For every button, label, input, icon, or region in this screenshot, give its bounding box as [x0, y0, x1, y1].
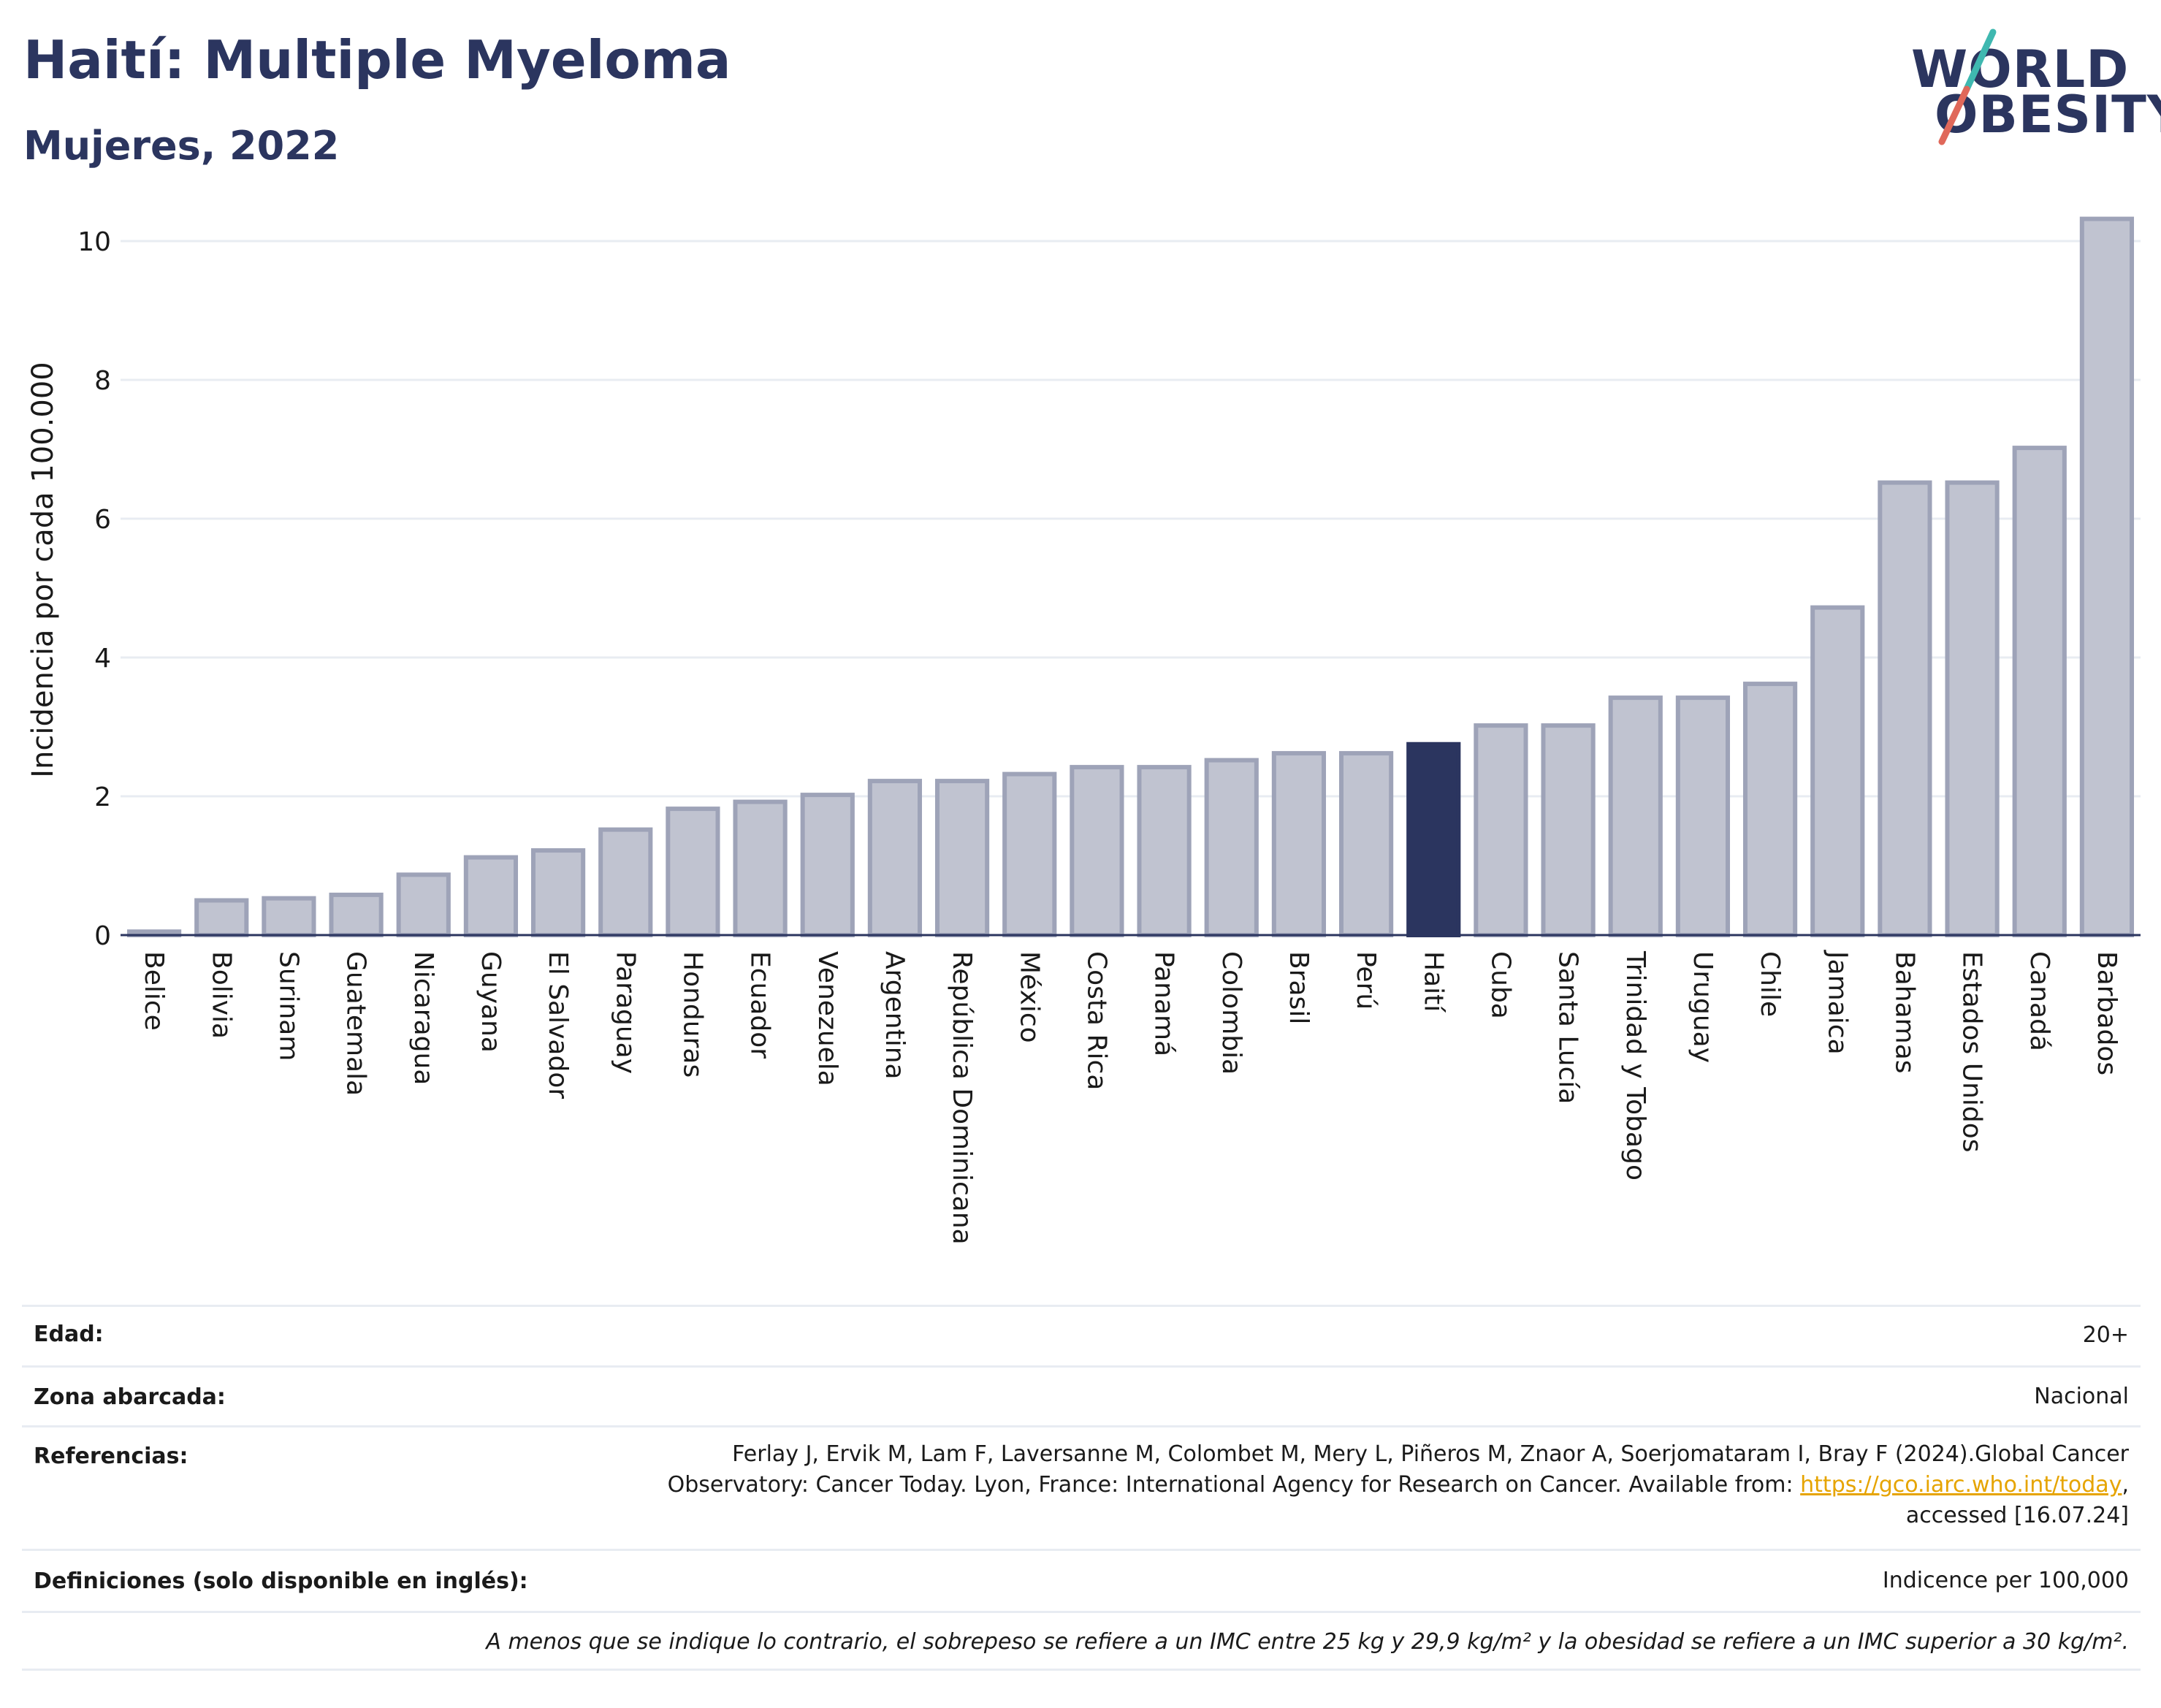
bar-colombia: [1204, 758, 1259, 937]
x-tick-label: Chile: [1755, 951, 1785, 1017]
x-tick-label: Venezuela: [812, 951, 842, 1086]
bar-jamaica: [1810, 605, 1865, 937]
x-tick-label: México: [1014, 951, 1044, 1043]
bar-chart: Belice Bolivia Surinam Guatemala Nicaragua Gu…: [26, 216, 2141, 1245]
y-tick-labels: 0 2 4 6 8 10: [77, 227, 111, 951]
references-value: Ferlay J, Ervik M, Lam F, Laversanne M, …: [668, 1439, 2129, 1531]
bar-brasil: [1271, 751, 1327, 937]
footnote-row: A menos que se indique lo contrario, el …: [22, 1612, 2141, 1671]
references-line-2: Observatory: Cancer Today. Lyon, France:…: [668, 1470, 2129, 1501]
age-row: Edad: 20+: [22, 1305, 2141, 1368]
y-axis-title: Incidencia por cada 100.000: [26, 362, 60, 778]
y-tick-label: 10: [77, 227, 111, 257]
x-tick-label: Argentina: [880, 951, 910, 1080]
bar-nicaragua: [396, 872, 451, 937]
x-tick-labels: Belice Bolivia Surinam Guatemala Nicaragua Gu…: [139, 950, 2122, 1245]
x-tick-label: República Dominicana: [947, 951, 977, 1245]
x-tick-label: Ecuador: [745, 951, 775, 1059]
bar-barbados: [2079, 216, 2135, 938]
references-line-1: Ferlay J, Ervik M, Lam F, Laversanne M, …: [732, 1441, 2129, 1467]
x-tick-label: Trinidad y Tobago: [1620, 950, 1650, 1181]
bar-honduras: [666, 807, 720, 937]
x-tick-label: Costa Rica: [1081, 951, 1111, 1090]
bar-bahamas: [1878, 480, 1932, 938]
y-tick-label: 2: [94, 782, 111, 812]
x-tick-label: Colombia: [1216, 951, 1246, 1075]
bar-bolivia: [194, 898, 249, 937]
bars: [121, 216, 2141, 938]
bar-canadá: [2012, 446, 2067, 938]
bar-ecuador: [733, 799, 788, 937]
bar-guatemala: [329, 892, 384, 938]
chart-title: Haití: Multiple Myeloma: [23, 29, 731, 91]
bar-república-dominicana: [934, 779, 990, 937]
references-line-2-text: Observatory: Cancer Today. Lyon, France:…: [667, 1472, 1801, 1498]
bar-méxico: [1002, 771, 1057, 937]
bar-argentina: [867, 779, 923, 937]
x-tick-label: Haití: [1418, 951, 1448, 1013]
logo-text-world: WORLD: [1911, 39, 2130, 99]
x-tick-label: Guatemala: [341, 951, 371, 1096]
bar-perú: [1338, 751, 1394, 937]
references-line-3: accessed [16.07.24]: [1905, 1503, 2129, 1528]
bar-chile: [1742, 682, 1798, 937]
y-tick-label: 0: [94, 921, 111, 951]
x-tick-label: Perú: [1351, 951, 1381, 1010]
bar-panamá: [1137, 765, 1192, 937]
x-tick-label: Nicaragua: [408, 951, 438, 1085]
bar-uruguay: [1675, 695, 1731, 937]
references-row: Referencias: Ferlay J, Ervik M, Lam F, L…: [22, 1427, 2141, 1551]
x-tick-label: Jamaica: [1822, 950, 1852, 1055]
chart-subtitle: Mujeres, 2022: [23, 123, 340, 169]
bar-surinam: [262, 896, 316, 938]
x-tick-label: Santa Lucía: [1553, 951, 1583, 1104]
bar-santa-lucía: [1541, 723, 1596, 937]
x-tick-label: Paraguay: [610, 951, 640, 1074]
x-tick-label: Honduras: [677, 951, 707, 1078]
x-tick-label: Barbados: [2092, 951, 2122, 1075]
references-line-2-end: ,: [2122, 1472, 2129, 1498]
definitions-label: Definiciones (solo disponible en inglés)…: [34, 1568, 528, 1594]
zone-row: Zona abarcada: Nacional: [22, 1365, 2141, 1427]
zone-value: Nacional: [2034, 1384, 2129, 1409]
bar-cuba: [1474, 723, 1528, 937]
references-label: Referencias:: [34, 1444, 188, 1469]
grid-lines: [121, 240, 2141, 798]
bar-estados-unidos: [1945, 480, 2000, 938]
world-obesity-logo: WORLD OBESITY: [1899, 28, 2161, 153]
x-tick-label: Cuba: [1485, 951, 1515, 1019]
bar-haití: [1406, 741, 1461, 937]
logo-slash-icon: [1938, 28, 1997, 145]
x-tick-label: Brasil: [1284, 951, 1314, 1024]
zone-label: Zona abarcada:: [34, 1384, 226, 1410]
x-tick-label: Guyana: [476, 951, 506, 1053]
footnote: A menos que se indique lo contrario, el …: [486, 1629, 2129, 1655]
definitions-value: Indicence per 100,000: [1882, 1568, 2129, 1593]
bar-paraguay: [598, 827, 653, 937]
y-tick-label: 6: [94, 505, 111, 535]
x-tick-label: Bahamas: [1889, 951, 1919, 1074]
y-tick-label: 8: [94, 366, 111, 396]
x-tick-label: Canadá: [2024, 951, 2054, 1051]
references-link[interactable]: https://gco.iarc.who.int/today: [1800, 1472, 2122, 1498]
bar-costa-rica: [1070, 765, 1124, 937]
x-tick-label: Bolivia: [206, 951, 236, 1039]
bar-trinidad-y-tobago: [1608, 695, 1663, 937]
age-value: 20+: [2082, 1322, 2129, 1348]
bar-el-salvador: [530, 848, 586, 937]
x-tick-label: Estados Unidos: [1957, 951, 1987, 1153]
definitions-row: Definiciones (solo disponible en inglés)…: [22, 1551, 2141, 1613]
x-tick-label: Surinam: [273, 951, 303, 1061]
age-label: Edad:: [34, 1322, 104, 1347]
x-tick-label: Uruguay: [1688, 951, 1718, 1063]
x-tick-label: Belice: [139, 951, 169, 1031]
logo-text-obesity: OBESITY: [1935, 85, 2161, 145]
bar-guyana: [463, 855, 519, 937]
x-tick-label: El Salvador: [543, 951, 573, 1099]
bar-venezuela: [800, 793, 855, 937]
x-tick-label: Panamá: [1149, 951, 1179, 1056]
y-tick-label: 4: [94, 644, 111, 674]
